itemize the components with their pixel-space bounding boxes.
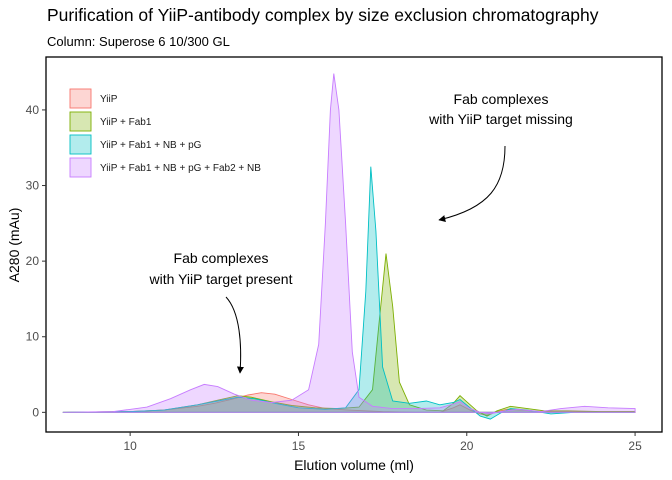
legend-key-3 [69, 157, 92, 178]
axis-layer: 10 15 20 25 0 10 20 30 40 [26, 103, 642, 453]
legend-key-0 [69, 88, 92, 109]
legend: YiiP YiiP + Fab1 YiiP + Fab1 + NB + pG YiiP… [69, 88, 261, 178]
chart-title: Purification of YiiP-antibody complex by… [47, 5, 599, 25]
annotation-target-missing-arrow [438, 145, 506, 222]
annotation-target-present-line1: Fab complexes [174, 250, 269, 266]
y-tick-label-1: 10 [26, 330, 40, 344]
annotation-target-missing-line1: Fab complexes [454, 91, 549, 107]
y-tick-label-3: 30 [26, 179, 40, 193]
annotation-target-present-arrow [225, 296, 244, 374]
x-tick-label-1: 15 [292, 439, 306, 453]
series-area-1 [62, 253, 636, 417]
x-axis-title: Elution volume (ml) [294, 457, 414, 473]
y-axis-title: A280 (mAu) [6, 208, 22, 283]
legend-label-1: YiiP + Fab1 [100, 117, 152, 128]
annotation-target-present-line2: with YiiP target present [149, 271, 293, 287]
legend-label-3: YiiP + Fab1 + NB + pG + Fab2 + NB [100, 163, 261, 174]
chart-subtitle: Column: Superose 6 10/300 GL [47, 34, 230, 49]
y-tick-label-0: 0 [32, 405, 39, 419]
x-tick-label-3: 25 [628, 439, 642, 453]
series-area-3 [62, 73, 636, 415]
annotation-target-missing-line2: with YiiP target missing [428, 111, 573, 127]
series-layer [62, 73, 636, 420]
x-tick-label-2: 20 [460, 439, 474, 453]
legend-key-1 [69, 111, 92, 132]
y-tick-label-2: 20 [26, 254, 40, 268]
legend-label-0: YiiP [100, 94, 118, 105]
legend-label-2: YiiP + Fab1 + NB + pG [100, 140, 202, 151]
x-tick-label-0: 10 [123, 439, 137, 453]
y-tick-label-4: 40 [26, 103, 40, 117]
plot-panel-border [45, 56, 663, 433]
legend-key-2 [69, 134, 92, 155]
